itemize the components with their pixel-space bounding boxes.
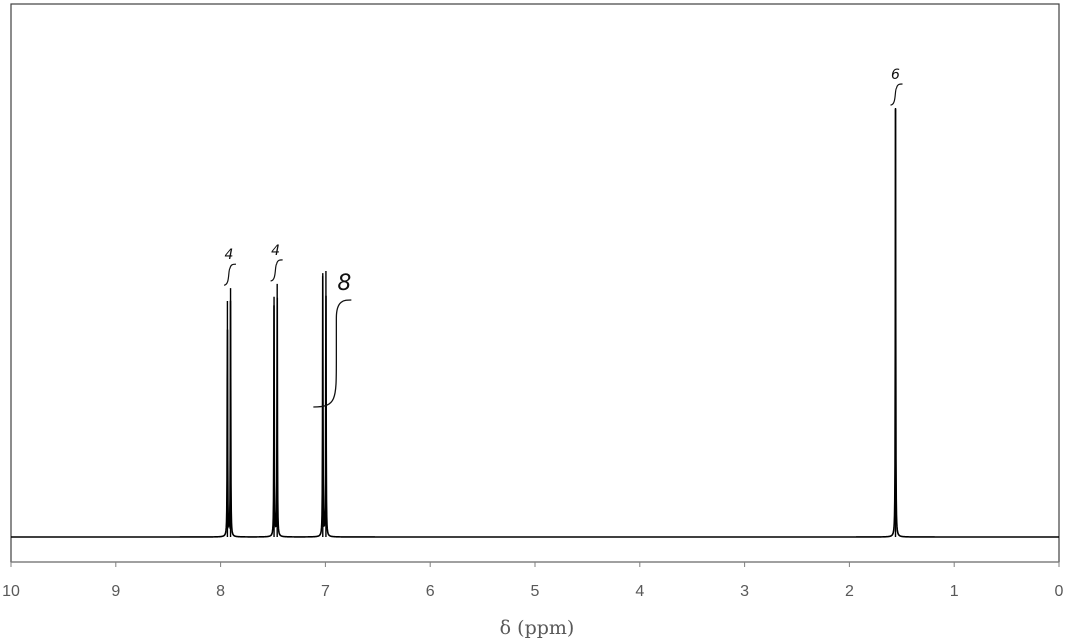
x-tick-label: 10 bbox=[2, 583, 20, 600]
integral-label: 4 bbox=[225, 247, 234, 263]
plot-frame bbox=[10, 3, 1060, 563]
x-tick-label: 3 bbox=[740, 583, 749, 600]
integral-label: 6 bbox=[891, 67, 900, 83]
x-axis-title: δ (ppm) bbox=[500, 617, 575, 639]
integral-curve bbox=[890, 83, 903, 106]
x-tick-label: 8 bbox=[216, 583, 225, 600]
integral-curve bbox=[270, 259, 283, 282]
x-tick-label: 1 bbox=[950, 583, 959, 600]
x-tick-label: 9 bbox=[111, 583, 120, 600]
x-axis-ticks: 10 9 8 7 6 5 4 3 2 1 0 bbox=[2, 562, 1064, 600]
integral-curve bbox=[313, 299, 352, 408]
x-tick-label: 7 bbox=[321, 583, 330, 600]
integral-annotations: 4 4 8 6 bbox=[223, 67, 903, 408]
integral-label: 8 bbox=[337, 271, 351, 296]
integral-curve bbox=[223, 263, 236, 286]
x-tick-label: 6 bbox=[426, 583, 435, 600]
spectrum-line bbox=[11, 109, 1059, 538]
x-tick-label: 5 bbox=[531, 583, 540, 600]
spectrum-series bbox=[11, 108, 1059, 538]
x-tick-label: 2 bbox=[845, 583, 854, 600]
x-tick-label: 4 bbox=[635, 583, 644, 600]
x-tick-label: 0 bbox=[1055, 583, 1064, 600]
integral-label: 4 bbox=[271, 243, 280, 259]
